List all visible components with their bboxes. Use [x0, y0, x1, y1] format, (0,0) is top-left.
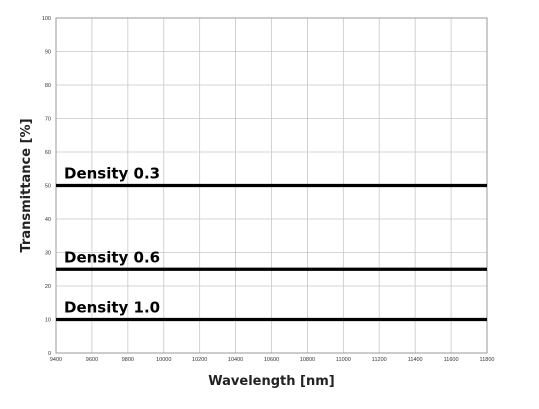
- x-tick-label: 9800: [122, 357, 134, 363]
- x-tick-label: 9400: [50, 357, 62, 363]
- x-tick-label: 9600: [86, 357, 98, 363]
- series-label: Density 0.6: [64, 248, 160, 266]
- x-tick-label: 10200: [192, 357, 207, 363]
- y-tick-label: 90: [45, 50, 51, 56]
- x-tick-label: 10800: [300, 357, 315, 363]
- x-tick-label: 11400: [408, 357, 423, 363]
- x-tick-label: 10000: [156, 357, 171, 363]
- x-tick-label: 11800: [480, 357, 495, 363]
- y-tick-label: 50: [45, 184, 51, 190]
- x-tick-label: 10400: [228, 357, 243, 363]
- y-tick-label: 40: [45, 217, 51, 223]
- series-lines: Density 0.3 Density 0.6 Density 1.0: [56, 165, 487, 322]
- y-tick-label: 0: [48, 351, 51, 357]
- series-label: Density 1.0: [64, 299, 160, 317]
- y-tick-label: 10: [45, 318, 51, 324]
- y-tick-label: 20: [45, 284, 51, 290]
- y-tick-label: 60: [45, 150, 51, 156]
- x-tick-labels: 9400 9600 9800 10000 10200 10400 10600 10800 110…: [50, 357, 495, 363]
- y-tick-label: 30: [45, 251, 51, 257]
- y-tick-label: 70: [45, 117, 51, 123]
- x-tick-label: 11000: [336, 357, 351, 363]
- x-tick-label: 10600: [264, 357, 279, 363]
- y-tick-label: 80: [45, 83, 51, 89]
- x-tick-label: 11600: [444, 357, 459, 363]
- x-axis-label: Wavelength [nm]: [208, 374, 334, 389]
- x-tick-label: 11200: [372, 357, 387, 363]
- y-tick-label: 100: [42, 16, 51, 22]
- y-axis-label: Transmittance [%]: [19, 118, 34, 252]
- series-label: Density 0.3: [64, 165, 160, 183]
- y-tick-labels: 0 10 20 30 40 50 60 70 80 90 100: [42, 16, 51, 357]
